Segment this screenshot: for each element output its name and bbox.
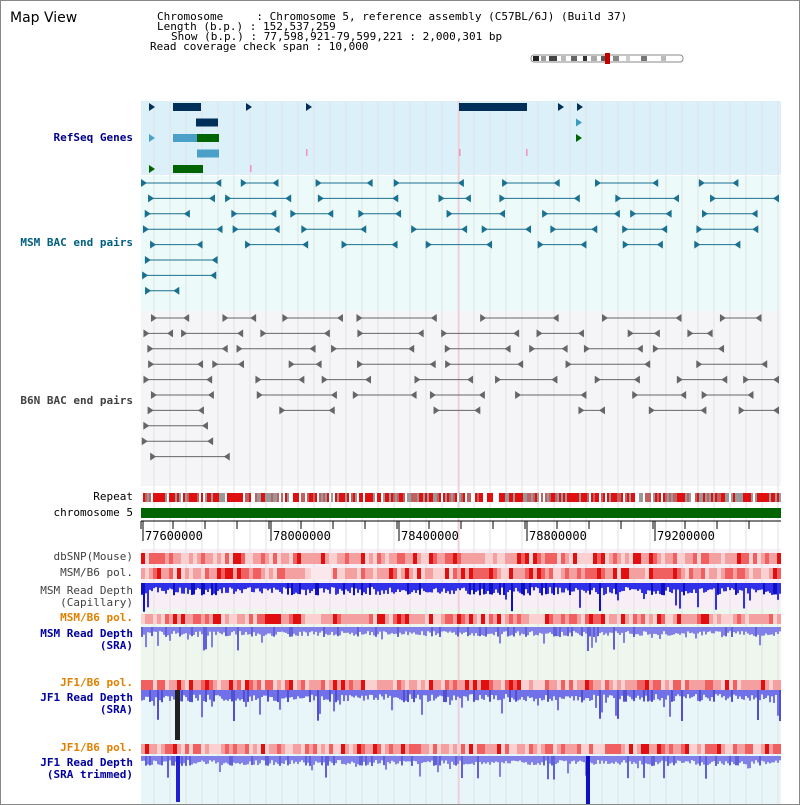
- axis-tick-label: 79200000: [657, 529, 715, 543]
- gene-block: [197, 134, 219, 142]
- refseq-band: [141, 101, 781, 175]
- track-label-dbsnp: dbSNP(Mouse): [53, 550, 133, 563]
- track-label-msm-b6-pol-1: MSM/B6 pol.: [60, 566, 133, 579]
- track-label-jf1-depth-trimmed: JF1 Read Depth (SRA trimmed): [40, 756, 133, 781]
- chromosome-track-bar: [141, 508, 781, 518]
- ideogram-current-region-marker: [605, 53, 610, 64]
- depth-spike: [176, 756, 180, 802]
- depth-spike: [587, 627, 589, 651]
- gene-block: [196, 118, 218, 127]
- track-label-jf1-b6-pol-1: JF1/B6 pol.: [60, 676, 133, 689]
- gene-block: [459, 103, 527, 111]
- track-label-jf1-depth-sra: JF1 Read Depth (SRA): [40, 691, 133, 716]
- msm-bac-band: [141, 176, 781, 311]
- heatmap-tracks: [141, 553, 781, 754]
- info-show-range: Show (b.p.) : 77,598,921-79,599,221 : 2,…: [171, 30, 503, 43]
- gene-block: [173, 165, 203, 173]
- track-label-msm-depth-capillary: MSM Read Depth (Capillary): [40, 584, 133, 609]
- gene-block: [173, 103, 201, 111]
- info-length: Length (b.p.) : 152,537,259: [157, 20, 336, 33]
- axis-tick-label: 78400000: [401, 529, 459, 543]
- track-label-msm-depth-sra: MSM Read Depth (SRA): [40, 627, 133, 652]
- depth-spike: [175, 690, 180, 740]
- axis-tick-label: 78800000: [529, 529, 587, 543]
- chromosome-bar: [141, 508, 781, 518]
- axis-tick-label: 78000000: [273, 529, 331, 543]
- read-depth-tracks: [141, 583, 781, 804]
- gene-block: [173, 134, 197, 142]
- track-label-refseq-genes: RefSeq Genes: [53, 131, 133, 144]
- msm-bac-end-pair-features[interactable]: [141, 179, 779, 295]
- chromosome-ideogram[interactable]: [530, 53, 684, 64]
- depth-spike: [586, 756, 590, 804]
- b6n-bac-band: [141, 311, 781, 486]
- axis-tick-label: 77600000: [145, 529, 203, 543]
- b6n-bac-end-pair-features[interactable]: [141, 314, 779, 461]
- refseq-gene-features[interactable]: [149, 103, 583, 173]
- info-coverage-span: Read coverage check span : 10,000: [150, 40, 369, 53]
- track-label-repeat: Repeat: [93, 490, 133, 503]
- page-title: Map View: [10, 10, 78, 26]
- position-axis: [140, 520, 781, 541]
- info-chromosome: Chromosome : Chromosome 5, reference ass…: [157, 10, 628, 23]
- track-label-chromosome: chromosome 5: [53, 506, 133, 519]
- track-label-jf1-b6-pol-2: JF1/B6 pol.: [60, 741, 133, 754]
- track-label-msm-bac: MSM BAC end pairs: [20, 236, 133, 249]
- track-label-b6n-bac: B6N BAC end pairs: [20, 394, 133, 407]
- track-label-msm-b6-pol-2: MSM/B6 pol.: [60, 611, 133, 624]
- repeat-track-bar: [141, 493, 781, 502]
- gene-block: [197, 149, 219, 158]
